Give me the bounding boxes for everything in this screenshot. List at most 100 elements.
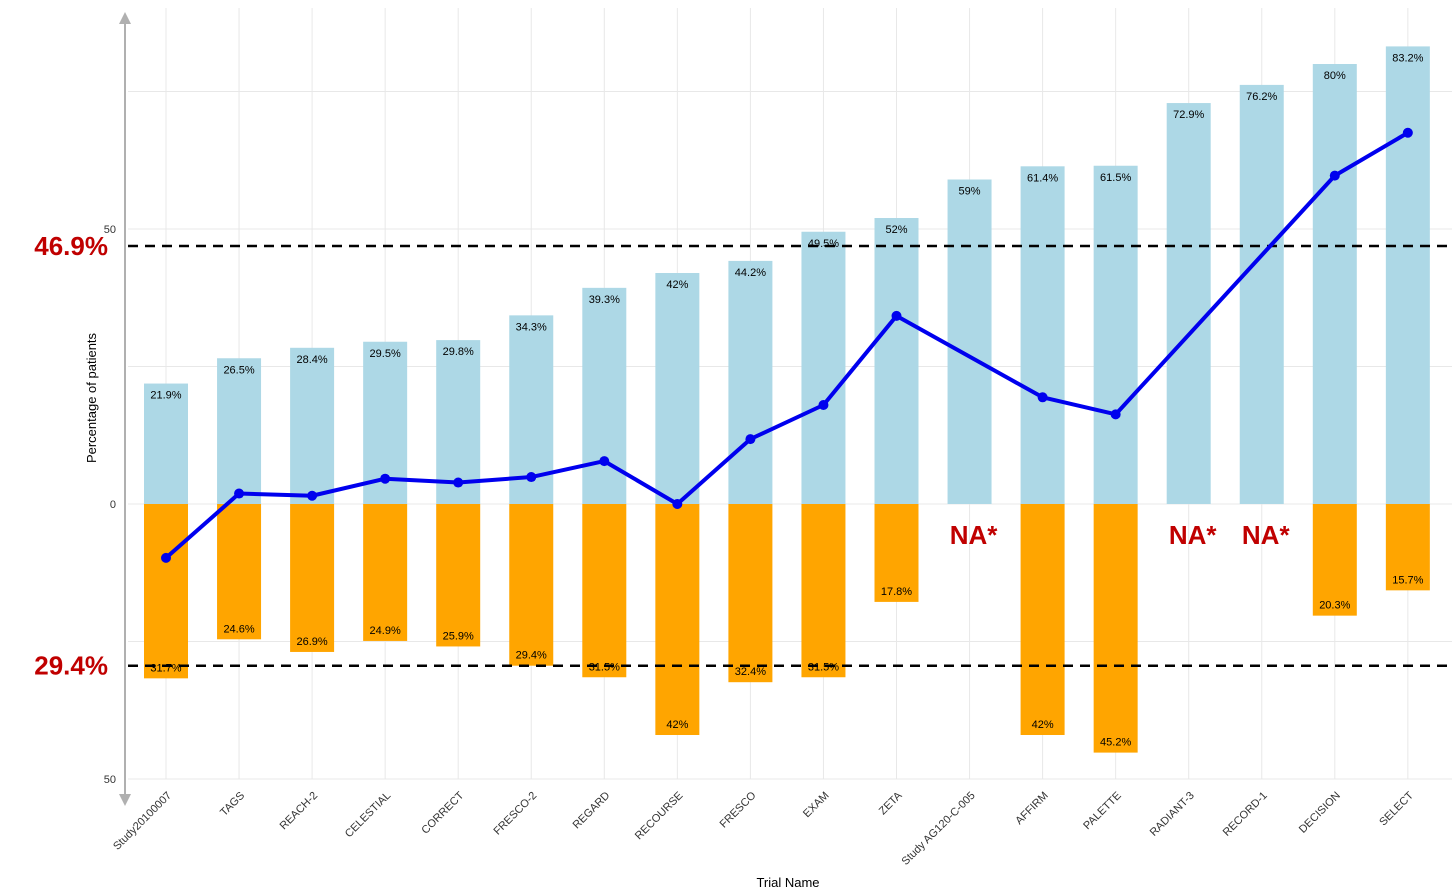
lower-bar-label: 24.6% bbox=[223, 623, 254, 635]
x-tick-label: RECOURSE bbox=[633, 790, 686, 843]
upper-bar bbox=[1385, 46, 1430, 505]
difference-point bbox=[380, 473, 391, 484]
lower-bar bbox=[801, 504, 846, 678]
y-tick-label: 0 bbox=[110, 499, 116, 511]
difference-point bbox=[307, 490, 318, 501]
lower-bar bbox=[436, 504, 481, 647]
reference-line-label: 29.4% bbox=[34, 651, 108, 681]
upper-bar-label: 42% bbox=[666, 279, 688, 291]
y-axis-title: Percentage of patients bbox=[84, 332, 99, 463]
x-tick-label: DECISION bbox=[1297, 790, 1343, 836]
na-label: NA* bbox=[1242, 520, 1291, 550]
upper-bar-label: 80% bbox=[1324, 70, 1346, 82]
y-axis: 50 0 50 bbox=[104, 12, 131, 806]
lower-bar bbox=[728, 504, 773, 683]
upper-bar bbox=[290, 347, 335, 504]
lower-bar-label: 20.3% bbox=[1319, 600, 1350, 612]
lower-bar-label: 32.4% bbox=[735, 666, 766, 678]
lower-bar-label: 31.5% bbox=[808, 661, 839, 673]
lower-bar-label: 31.5% bbox=[589, 661, 620, 673]
upper-bar bbox=[144, 383, 188, 504]
upper-bar-label: 44.2% bbox=[735, 267, 766, 279]
upper-bar bbox=[1020, 166, 1065, 505]
upper-bar-label: 28.4% bbox=[296, 354, 327, 366]
x-tick-label: RADIANT-3 bbox=[1148, 790, 1197, 839]
upper-bar bbox=[1312, 64, 1357, 504]
upper-bar-label: 29.8% bbox=[443, 346, 474, 358]
x-tick-label: PALETTE bbox=[1081, 790, 1123, 832]
lower-bar-label: 25.9% bbox=[443, 630, 474, 642]
lower-bar bbox=[582, 504, 627, 678]
x-tick-label: AFFIRM bbox=[1013, 790, 1050, 827]
difference-point bbox=[453, 477, 464, 488]
lower-bar bbox=[655, 504, 700, 735]
x-tick-label: FRESCO bbox=[718, 789, 759, 830]
x-tick-label: Study AG120-C-005 bbox=[900, 790, 978, 868]
upper-bar bbox=[1239, 84, 1284, 505]
upper-bars bbox=[144, 46, 1430, 505]
upper-bar bbox=[217, 358, 262, 504]
difference-point bbox=[672, 499, 683, 509]
upper-bar bbox=[947, 179, 992, 504]
upper-bar bbox=[728, 260, 773, 504]
upper-bar-label: 61.4% bbox=[1027, 172, 1058, 184]
lower-bar bbox=[874, 504, 919, 602]
difference-point bbox=[1402, 127, 1413, 138]
x-tick-labels: Study20100007 TAGS REACH-2 CELESTIAL CORRECT… bbox=[111, 789, 1416, 868]
lower-bar bbox=[144, 504, 188, 679]
difference-point bbox=[234, 488, 245, 499]
lower-bar-label: 26.9% bbox=[296, 636, 327, 648]
x-tick-label: RECORD-1 bbox=[1221, 790, 1270, 839]
lower-bar-label: 17.8% bbox=[881, 586, 912, 598]
x-axis-title: Trial Name bbox=[756, 875, 819, 890]
difference-point bbox=[745, 434, 756, 445]
lower-bar bbox=[217, 504, 262, 640]
x-tick-label: ZETA bbox=[877, 789, 905, 817]
difference-point bbox=[161, 552, 171, 563]
upper-bar bbox=[801, 231, 846, 504]
difference-point bbox=[818, 400, 829, 410]
upper-bar bbox=[1093, 165, 1138, 504]
y-axis-arrow-down bbox=[119, 794, 131, 806]
lower-bar-label: 24.9% bbox=[370, 625, 401, 637]
difference-point bbox=[1037, 392, 1048, 403]
lower-bar-label: 29.4% bbox=[516, 650, 547, 662]
lower-bar bbox=[363, 504, 408, 641]
lower-bar bbox=[1385, 504, 1430, 591]
upper-bar-label: 29.5% bbox=[370, 348, 401, 360]
x-tick-label: FRESCO-2 bbox=[492, 790, 540, 838]
upper-bar-label: 61.5% bbox=[1100, 172, 1131, 184]
upper-bar-label: 39.3% bbox=[589, 294, 620, 306]
lower-bar bbox=[1093, 504, 1138, 753]
upper-bar-label: 72.9% bbox=[1173, 109, 1204, 121]
upper-bar bbox=[655, 273, 700, 504]
upper-bar bbox=[874, 218, 919, 504]
x-tick-label: CELESTIAL bbox=[343, 790, 393, 840]
y-tick-label: 50 bbox=[104, 224, 116, 236]
lower-bar-label: 31.7% bbox=[150, 662, 181, 674]
difference-line-path bbox=[164, 131, 1409, 560]
lower-bar-label: 45.2% bbox=[1100, 737, 1131, 749]
upper-bar-label: 34.3% bbox=[516, 321, 547, 333]
na-label: NA* bbox=[950, 520, 999, 550]
x-tick-label: EXAM bbox=[801, 790, 832, 821]
upper-bar-label: 21.9% bbox=[150, 390, 181, 402]
x-tick-label: TAGS bbox=[218, 790, 247, 819]
upper-bar-label: 83.2% bbox=[1392, 52, 1423, 64]
y-tick-label: 50 bbox=[104, 774, 116, 786]
difference-point bbox=[526, 472, 537, 483]
lower-bar-label: 15.7% bbox=[1392, 574, 1423, 586]
x-tick-label: REACH-2 bbox=[278, 790, 321, 833]
difference-point bbox=[599, 456, 610, 467]
lower-bars bbox=[144, 504, 1430, 753]
lower-bar-label: 42% bbox=[1032, 719, 1054, 731]
upper-bar-label: 49.5% bbox=[808, 238, 839, 250]
lower-bar bbox=[290, 504, 335, 652]
upper-bar-label: 59% bbox=[959, 186, 981, 198]
difference-point bbox=[1110, 409, 1121, 420]
lower-bar bbox=[509, 504, 554, 666]
upper-bar bbox=[436, 340, 481, 504]
x-tick-label: SELECT bbox=[1377, 789, 1416, 828]
lower-bar-label: 42% bbox=[666, 719, 688, 731]
